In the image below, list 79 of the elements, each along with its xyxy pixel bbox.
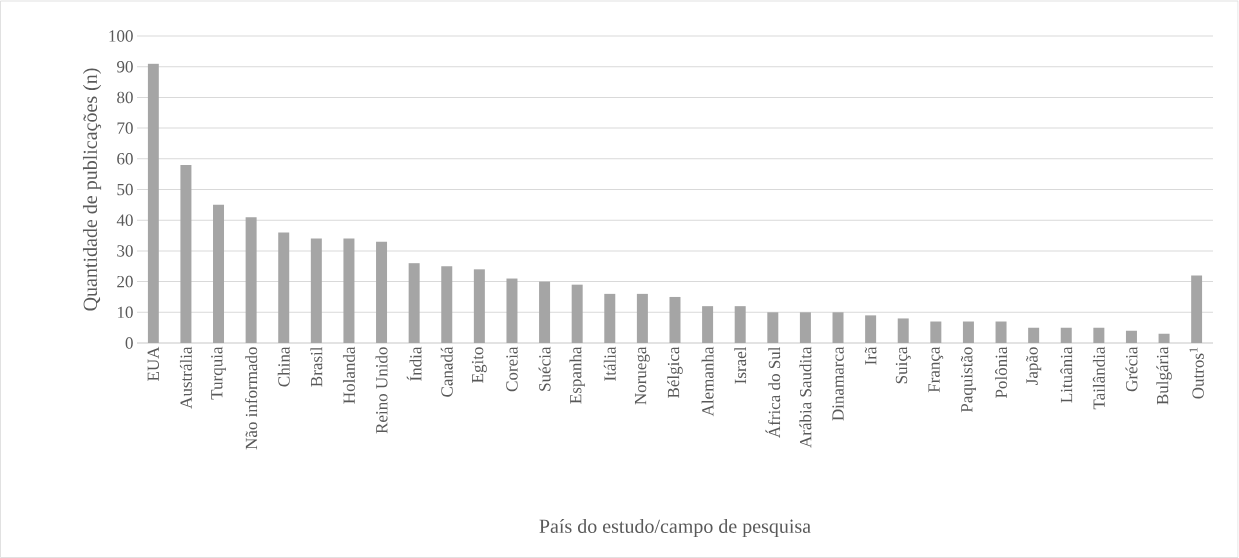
x-tick-label: Suécia [538,346,551,391]
y-tick-label: 20 [117,275,133,288]
x-tick-label: Bélgica [667,346,683,398]
bar [278,232,290,343]
bar [376,241,388,343]
y-tick-label: 0 [125,337,133,349]
x-tick-label: Noruega [634,346,650,405]
y-axis-title: Quantidade de publicações (n) [82,68,102,311]
y-tick-label: 100 [109,30,133,42]
x-tick-label: África do Sul [765,346,781,438]
bar [604,293,616,343]
bar [1060,327,1072,343]
bar [832,312,844,343]
x-tick-label: Arábia Saudita [799,346,812,448]
bar [799,312,811,343]
bar [571,284,583,343]
bar [930,321,942,343]
x-tick-label: Holanda [342,346,355,404]
x-tick-label: Espanha [569,346,585,404]
x-tick-label: Tailândia [1092,346,1105,410]
bar [245,217,257,343]
bar [180,164,192,343]
x-tick-label: Não informado [245,347,258,450]
x-tick-label: Bulgária [1156,346,1172,405]
x-tick-label: Japão [1026,347,1042,385]
bar [767,312,779,343]
x-tick-label: Israel [734,346,747,384]
bar [539,281,551,343]
x-tick-label: Egito [471,347,487,383]
y-tick-label: 40 [116,214,133,226]
bar [1158,333,1170,343]
x-tick-label: Polônia [995,346,1008,398]
y-tick-label: 10 [117,306,133,319]
x-tick-label: Grécia [1125,346,1138,392]
bar [441,266,453,343]
x-tick-label: Lituânia [1060,346,1073,403]
x-tick-label: Itália [603,346,616,381]
y-tick-label: 30 [117,245,133,257]
x-tick-label: Irã [864,346,877,365]
bar [408,263,420,343]
x-tick-label: Canadá [440,346,453,397]
bar [473,269,485,343]
bar [962,321,974,343]
x-tick-label: Dinamarca [832,346,844,421]
bar [1191,275,1203,343]
y-tick-label: 50 [117,183,133,196]
bar [310,238,322,343]
y-tick-label: 90 [117,60,133,73]
x-tick-label: Turquia [211,346,226,400]
x-tick-label: Coreia [506,346,518,392]
x-tick-label: Austrália [179,346,192,409]
x-tick-label: Suiça [895,346,911,384]
x-tick-label: Reino Unido [375,347,388,434]
x-axis-title: País do estudo/campo de pesquisa [539,518,811,538]
x-tick-label: França [928,346,944,393]
bar [506,278,518,343]
y-tick-label: 60 [117,153,133,165]
bar [995,321,1007,343]
bar [865,315,877,343]
y-tick-label: 80 [117,91,133,104]
x-tick-label: Paquistão [960,347,976,413]
x-tick-label: Índia [406,346,422,381]
bar [343,238,355,343]
bar [702,306,714,343]
bar [1125,330,1137,343]
bar [1028,327,1040,343]
x-tick-label: Outros$^{1}$ [1189,347,1204,399]
bar [636,293,648,343]
bar [147,63,159,343]
bar [1093,327,1105,343]
x-tick-label: Brasil [310,346,323,387]
bar [734,306,746,343]
y-tick-label: 70 [117,122,133,134]
x-tick-label: EUA [147,346,160,381]
x-tick-label: Alemanha [701,346,714,417]
bar [897,318,909,343]
bar [213,204,225,343]
bar [669,296,681,343]
x-tick-label: China [277,346,290,387]
